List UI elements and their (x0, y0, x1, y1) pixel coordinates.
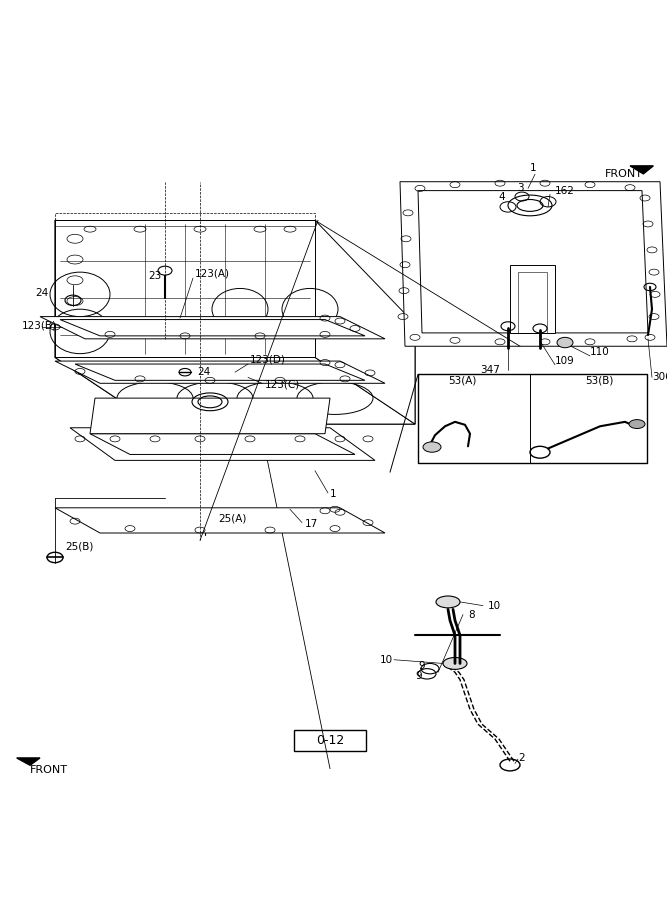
Text: 1: 1 (330, 490, 337, 500)
Polygon shape (418, 191, 648, 333)
Ellipse shape (629, 419, 645, 428)
Text: 8: 8 (468, 609, 475, 619)
Polygon shape (55, 220, 315, 357)
Text: 0-12: 0-12 (316, 734, 344, 747)
Text: 17: 17 (305, 519, 318, 529)
Polygon shape (40, 317, 385, 338)
Polygon shape (55, 357, 415, 424)
Text: 53(B): 53(B) (585, 375, 614, 385)
Text: 9: 9 (415, 671, 422, 681)
Text: 10: 10 (380, 654, 393, 665)
Polygon shape (55, 508, 385, 533)
Polygon shape (70, 428, 375, 461)
Ellipse shape (436, 596, 460, 608)
Text: 110: 110 (590, 347, 610, 357)
Ellipse shape (423, 442, 441, 452)
Ellipse shape (443, 658, 467, 670)
Text: 24: 24 (35, 288, 48, 298)
Polygon shape (400, 182, 667, 346)
Text: 123(B): 123(B) (22, 320, 57, 330)
Text: 25(B): 25(B) (65, 541, 93, 552)
Text: 23: 23 (148, 271, 161, 281)
Polygon shape (90, 398, 330, 434)
Text: 9: 9 (418, 662, 425, 671)
Text: 4: 4 (498, 192, 505, 202)
FancyBboxPatch shape (293, 730, 366, 752)
Text: 10: 10 (488, 600, 501, 610)
Text: FRONT: FRONT (605, 168, 643, 178)
Text: 3: 3 (517, 183, 524, 193)
Text: 53(A): 53(A) (448, 375, 476, 385)
Polygon shape (60, 320, 365, 336)
Text: 123(D): 123(D) (250, 355, 286, 365)
Ellipse shape (557, 338, 573, 347)
Text: 306: 306 (652, 373, 667, 382)
Text: 109: 109 (555, 356, 575, 366)
Polygon shape (75, 364, 365, 381)
Text: 123(C): 123(C) (265, 380, 300, 390)
Polygon shape (510, 265, 555, 333)
Polygon shape (17, 758, 40, 765)
Polygon shape (55, 220, 415, 424)
Ellipse shape (158, 266, 172, 275)
Text: 25(A): 25(A) (218, 514, 246, 524)
Text: 347: 347 (480, 365, 500, 375)
Polygon shape (630, 166, 654, 174)
Text: 1: 1 (530, 164, 537, 174)
Text: 123(A): 123(A) (195, 268, 230, 279)
Text: 2: 2 (518, 752, 525, 762)
Polygon shape (315, 220, 415, 424)
Text: 162: 162 (555, 185, 575, 195)
Text: 24: 24 (197, 367, 210, 377)
Polygon shape (55, 361, 385, 383)
Polygon shape (90, 434, 355, 454)
Text: FRONT: FRONT (30, 765, 68, 775)
